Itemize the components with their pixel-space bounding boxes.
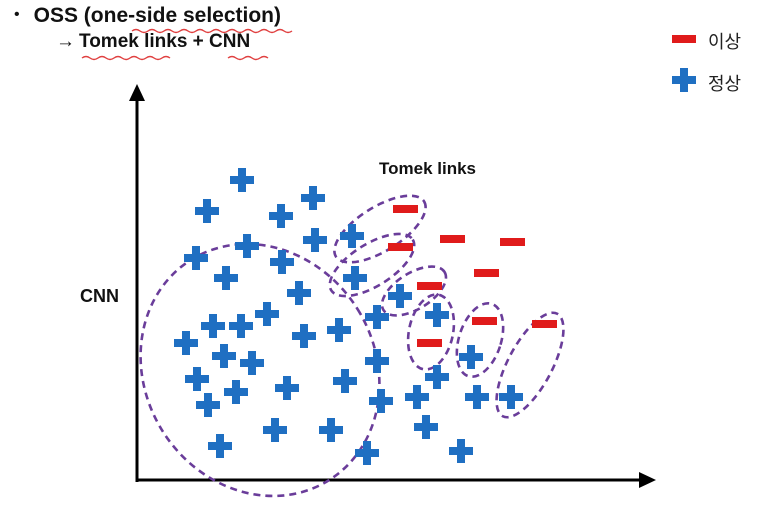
legend-icons	[672, 35, 696, 92]
plus-marker	[355, 441, 379, 465]
data-markers	[174, 168, 557, 465]
plus-marker	[185, 367, 209, 391]
plus-marker	[327, 318, 351, 342]
slide-title: • OSS (one-side selection)	[14, 4, 281, 28]
plus-marker	[230, 168, 254, 192]
x-axis-arrowhead	[639, 472, 656, 488]
plus-marker	[340, 224, 364, 248]
plus-marker	[184, 246, 208, 270]
tomek-link-ellipse-2	[328, 232, 416, 298]
plus-marker	[263, 418, 287, 442]
minus-marker	[417, 339, 442, 347]
plus-marker	[229, 314, 253, 338]
tomek-link-ellipse-3	[380, 265, 448, 317]
plus-marker	[208, 434, 232, 458]
plus-marker	[174, 331, 198, 355]
bullet-icon: •	[14, 6, 20, 23]
minus-marker	[532, 320, 557, 328]
minus-marker	[393, 205, 418, 213]
minus-marker	[472, 317, 497, 325]
slide-subtitle: → Tomek links + CNN	[56, 31, 250, 53]
plus-marker	[195, 199, 219, 223]
minus-marker	[440, 235, 465, 243]
squiggle-underline-title	[131, 28, 293, 34]
plus-marker	[292, 324, 316, 348]
plus-marker	[333, 369, 357, 393]
plus-marker	[449, 439, 473, 463]
squiggle-underline-cnn	[227, 55, 269, 61]
plus-icon	[672, 68, 696, 92]
plus-marker	[275, 376, 299, 400]
plus-marker	[224, 380, 248, 404]
plus-marker	[212, 344, 236, 368]
squiggle-underline-tomek	[81, 55, 171, 61]
tomek-link-ellipse-4	[406, 293, 456, 371]
minus-marker	[417, 282, 442, 290]
plus-marker	[269, 204, 293, 228]
plus-marker	[319, 418, 343, 442]
plus-marker	[465, 385, 489, 409]
tomek-links-label: Tomek links	[379, 159, 476, 178]
plus-marker	[303, 228, 327, 252]
plus-marker	[365, 305, 389, 329]
plus-marker	[214, 266, 238, 290]
plus-marker	[369, 389, 393, 413]
minus-marker	[388, 243, 413, 251]
plus-marker	[240, 351, 264, 375]
tomek-link-ellipse-6	[495, 311, 565, 419]
arrow-icon: →	[56, 31, 75, 52]
legend-label-minority: 이상	[708, 32, 742, 52]
minus-marker	[474, 269, 499, 277]
plus-marker	[425, 303, 449, 327]
plus-marker	[270, 250, 294, 274]
title-text: OSS (one-side selection)	[33, 4, 281, 27]
plus-marker	[459, 345, 483, 369]
plus-marker	[255, 302, 279, 326]
subtitle-text: Tomek links + CNN	[79, 31, 251, 52]
tomek-link-ellipse-5	[455, 301, 505, 379]
ellipses	[139, 194, 565, 498]
plus-marker	[201, 314, 225, 338]
minus-marker	[500, 238, 525, 246]
plus-marker	[343, 266, 367, 290]
plus-marker	[388, 284, 412, 308]
minus-icon	[672, 35, 696, 43]
squiggle-underlines	[81, 28, 293, 61]
plus-marker	[235, 234, 259, 258]
legend-label-majority: 정상	[708, 74, 742, 94]
y-axis-arrowhead	[129, 84, 145, 101]
tomek-link-ellipse-1	[333, 194, 427, 264]
plus-marker	[196, 393, 220, 417]
plus-marker	[414, 415, 438, 439]
plus-marker	[499, 385, 523, 409]
plus-marker	[287, 281, 311, 305]
y-axis-label: CNN	[80, 286, 119, 306]
plus-marker	[405, 385, 429, 409]
plus-marker	[365, 349, 389, 373]
plus-marker	[425, 365, 449, 389]
axes	[129, 84, 656, 488]
plus-marker	[301, 186, 325, 210]
